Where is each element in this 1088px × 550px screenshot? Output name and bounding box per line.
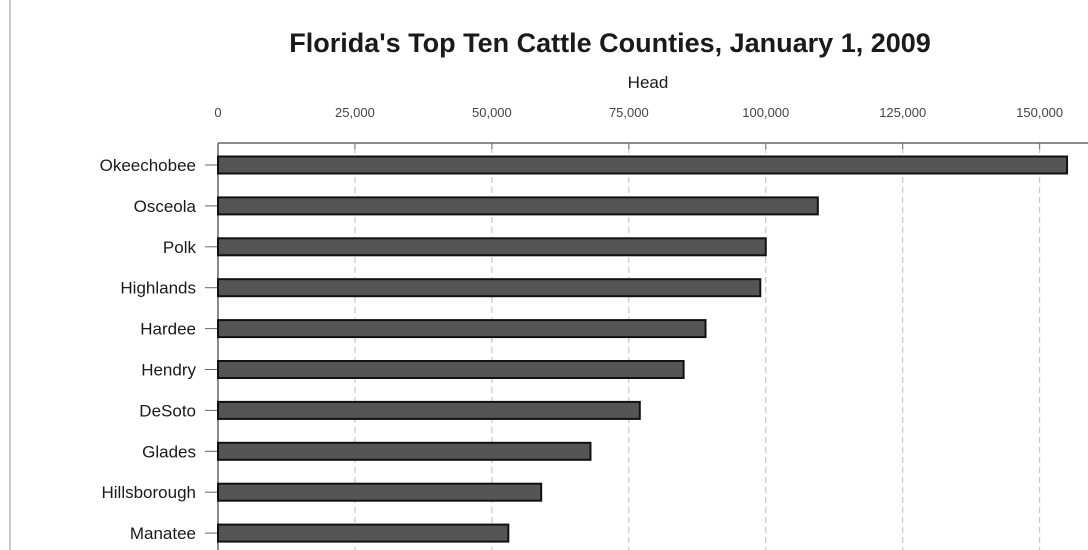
bar-highlands xyxy=(217,278,762,298)
bar-osceola xyxy=(217,196,819,216)
x-axis-label: Head xyxy=(628,73,669,92)
bars xyxy=(217,155,1069,543)
category-label: Hillsborough xyxy=(102,483,197,502)
bar-hardee xyxy=(217,319,707,339)
bar-hillsborough xyxy=(217,482,543,502)
x-tick-label: 125,000 xyxy=(879,105,926,120)
x-tick-labels: 0 25,000 50,000 75,000 100,000 125,000 150,000 xyxy=(214,105,1063,120)
bar-desoto xyxy=(217,400,641,420)
bar-polk xyxy=(217,237,767,257)
x-tick-label: 100,000 xyxy=(742,105,789,120)
category-label: Manatee xyxy=(130,524,196,543)
left-edge-rule xyxy=(9,0,11,550)
category-label: Hardee xyxy=(140,320,196,339)
category-label: Polk xyxy=(163,238,197,257)
bar-okeechobee xyxy=(217,155,1069,175)
bar-glades xyxy=(217,441,592,461)
x-tick-label: 75,000 xyxy=(609,105,649,120)
category-label: Okeechobee xyxy=(100,156,196,175)
x-tick-label: 150,000 xyxy=(1016,105,1063,120)
category-label: DeSoto xyxy=(139,401,196,420)
x-tick-label: 50,000 xyxy=(472,105,512,120)
chart-title: Florida's Top Ten Cattle Counties, Janua… xyxy=(289,28,931,58)
category-label: Glades xyxy=(142,442,196,461)
x-tick-label: 0 xyxy=(214,105,221,120)
category-label: Hendry xyxy=(141,361,196,380)
bar-hendry xyxy=(217,360,685,379)
x-tick-label: 25,000 xyxy=(335,105,375,120)
bar-manatee xyxy=(217,523,510,543)
category-labels: Okeechobee Osceola Polk Highlands Hardee Hend… xyxy=(100,156,197,543)
category-label: Osceola xyxy=(134,197,197,216)
category-label: Highlands xyxy=(120,279,196,298)
